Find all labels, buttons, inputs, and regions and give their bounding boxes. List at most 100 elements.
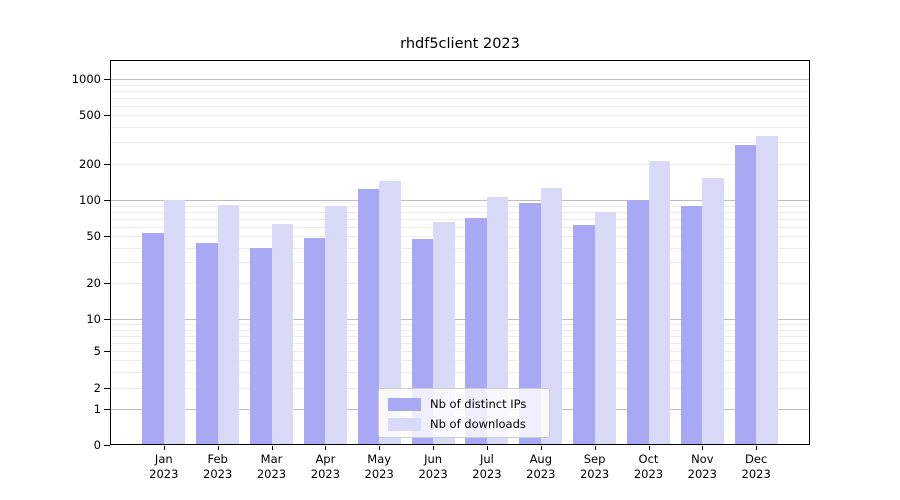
bar-downloads [702, 178, 724, 445]
x-axis-tick [325, 446, 327, 450]
x-axis-tick [379, 446, 381, 450]
bar-distinct-ips [357, 189, 380, 445]
y-axis-tick [104, 200, 110, 201]
x-axis-tick [594, 446, 596, 450]
bar-distinct-ips [734, 145, 757, 445]
bar-distinct-ips [465, 217, 487, 445]
year-label: 2023 [310, 467, 341, 481]
bar-downloads [648, 160, 670, 445]
legend-label-distinct-ips: Nb of distinct IPs [430, 397, 527, 411]
y-axis-tick-label: 100 [79, 193, 101, 207]
bar-distinct-ips [680, 206, 703, 445]
bar-distinct-ips [142, 232, 164, 445]
month-label: Jul [479, 452, 494, 466]
legend-swatch-downloads [388, 417, 421, 431]
gridline-minor [110, 360, 810, 362]
bar-downloads [379, 180, 401, 445]
x-axis-tick [433, 446, 435, 450]
bar-downloads [325, 205, 347, 445]
bar-downloads [594, 211, 617, 445]
gridline-major [110, 200, 810, 201]
legend-swatch-distinct-ips [388, 397, 421, 411]
gridline-minor [110, 283, 810, 285]
gridline-minor [110, 324, 810, 326]
bar-downloads [217, 204, 240, 445]
legend-row-distinct-ips: Nb of distinct IPs [388, 394, 541, 414]
plot-area: 1000 500 200 100 50 20 10 5 2 1 0 Jan 2023 Feb 2023 Mar… [72, 60, 810, 481]
year-label: 2023 [149, 467, 179, 481]
bar-downloads [486, 197, 509, 445]
bar-distinct-ips [627, 200, 649, 445]
gridline-minor [110, 329, 810, 331]
y-axis-tick-label: 2 [93, 381, 101, 396]
y-axis-tick [104, 283, 110, 285]
gridline-major [110, 79, 810, 80]
year-label: 2023 [579, 467, 610, 481]
year-label: 2023 [256, 467, 287, 481]
y-axis-tick-label: 50 [86, 228, 101, 243]
y-axis-tick-label: 1 [93, 402, 101, 417]
y-axis-tick [104, 79, 110, 80]
y-axis-tick-label: 200 [79, 156, 101, 171]
year-label: 2023 [418, 467, 448, 481]
gridline-minor [110, 163, 810, 165]
y-axis-tick [104, 388, 110, 390]
gridline-minor [110, 105, 810, 107]
y-axis-tick-label: 20 [86, 276, 101, 291]
y-axis-tick-label: 5 [93, 344, 101, 359]
x-axis-tick-label: Jul 2023 [457, 452, 517, 482]
gridline-minor [110, 84, 810, 86]
x-axis-tick-label: Apr 2023 [295, 452, 355, 482]
x-axis-tick-label: Jan 2023 [134, 452, 194, 482]
gridline-minor [110, 218, 810, 220]
gridline-minor [110, 127, 810, 129]
x-axis-tick-label: Oct 2023 [619, 452, 679, 482]
gridline-minor [110, 115, 810, 117]
month-label: Mar [260, 452, 283, 466]
bar-distinct-ips [250, 247, 272, 445]
x-axis-tick [702, 446, 704, 450]
month-label: Feb [207, 452, 228, 466]
gridline-minor [110, 205, 810, 207]
month-label: Jun [424, 452, 443, 466]
gridline-minor [110, 335, 810, 337]
x-axis-tick [756, 446, 758, 450]
bar-distinct-ips [573, 224, 595, 445]
gridline-minor [110, 226, 810, 228]
year-label: 2023 [633, 467, 664, 481]
y-axis-tick [104, 235, 110, 237]
month-label: Aug [529, 452, 553, 466]
y-axis-tick [104, 163, 110, 165]
y-axis-tick [104, 444, 110, 446]
x-axis-tick-label: Nov 2023 [672, 452, 732, 482]
x-axis-tick [486, 446, 488, 450]
year-label: 2023 [203, 467, 233, 481]
x-axis-tick-label: Jun 2023 [403, 452, 463, 482]
legend-label-downloads: Nb of downloads [430, 417, 526, 431]
gridline-minor [110, 142, 810, 144]
y-axis-tick-label: 1000 [71, 72, 101, 86]
legend-row-downloads: Nb of downloads [388, 414, 541, 434]
y-axis-tick-label: 0 [93, 437, 101, 452]
y-axis-tick [104, 115, 110, 117]
chart-title: rhdf5client 2023 [400, 36, 520, 52]
month-label: Sep [583, 452, 606, 466]
gridline-minor [110, 235, 810, 237]
x-axis-tick-label: May 2023 [349, 452, 409, 482]
month-label: Jan [154, 452, 173, 466]
x-axis-tick [217, 446, 219, 450]
gridline-minor [110, 97, 810, 99]
y-axis-tick [104, 409, 110, 411]
gridline-minor [110, 211, 810, 213]
x-axis-tick [540, 446, 542, 450]
x-axis-tick-label: Sep 2023 [565, 452, 625, 482]
month-label: Oct [638, 452, 659, 466]
y-axis-tick [104, 319, 110, 321]
gridline-minor [110, 342, 810, 344]
month-label: Nov [691, 452, 714, 466]
x-axis-tick-label: Aug 2023 [511, 452, 571, 482]
gridline-minor [110, 262, 810, 264]
gridline-minor [110, 371, 810, 373]
bar-downloads [271, 223, 293, 445]
